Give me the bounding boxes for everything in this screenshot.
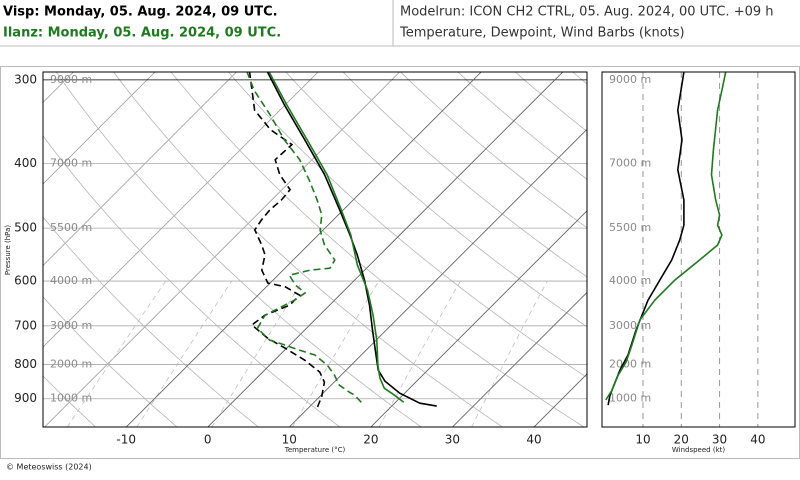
dry-adiabat <box>687 72 800 427</box>
height-label: 9000 m <box>609 73 651 86</box>
dry-adiabat <box>342 72 587 278</box>
dry-adiabat <box>113 72 503 427</box>
height-label: 5500 m <box>609 221 651 234</box>
isotherm <box>207 72 564 427</box>
dry-adiabat <box>228 72 587 378</box>
height-label: 2000 m <box>50 358 92 371</box>
x-tick-label: 20 <box>363 433 378 447</box>
mixing-ratio <box>292 280 380 427</box>
height-label: 5500 m <box>50 221 92 234</box>
profile-line <box>268 72 405 403</box>
dry-adiabat <box>43 296 178 427</box>
height-label: 4000 m <box>609 274 651 287</box>
height-label: 9000 m <box>50 73 92 86</box>
height-label: 4000 m <box>50 274 92 287</box>
isotherm <box>452 291 587 427</box>
isotherm <box>43 72 237 267</box>
dry-adiabat <box>170 72 585 427</box>
y-tick-label: 700 <box>14 318 37 332</box>
x-tick-label: 20 <box>674 433 689 447</box>
x-tick-label: 40 <box>526 433 541 447</box>
description: Temperature, Dewpoint, Wind Barbs (knots… <box>399 26 685 41</box>
x-tick-label: 0 <box>204 433 212 447</box>
y-tick-label: 500 <box>14 221 37 235</box>
dry-adiabat <box>400 72 587 229</box>
x-axis-title: Windspeed (kt) <box>672 446 725 454</box>
dry-adiabat <box>630 72 800 427</box>
dry-adiabat <box>457 72 587 180</box>
dry-adiabat <box>43 375 96 427</box>
x-tick-label: -10 <box>116 433 136 447</box>
mixing-ratio <box>378 280 461 427</box>
dry-adiabat <box>745 72 800 427</box>
height-label: 7000 m <box>609 156 651 169</box>
height-label: 1000 m <box>50 392 92 405</box>
dry-adiabat <box>43 216 259 427</box>
height-label: 7000 m <box>50 156 92 169</box>
y-axis-title: Pressure (hPa) <box>4 225 12 275</box>
station-title: Ilanz: Monday, 05. Aug. 2024, 09 UTC. <box>3 26 281 41</box>
x-tick-label: 30 <box>445 433 460 447</box>
x-tick-label: 40 <box>750 433 765 447</box>
height-label: 3000 m <box>609 319 651 332</box>
dry-adiabat <box>285 72 587 328</box>
mixing-ratio <box>211 280 303 427</box>
dry-adiabat <box>572 72 587 85</box>
mixing-ratio <box>471 280 548 427</box>
dry-adiabat <box>515 72 587 132</box>
model-run: Modelrun: ICON CH2 CTRL, 05. Aug. 2024, … <box>400 5 774 20</box>
height-label: 3000 m <box>50 319 92 332</box>
dry-adiabat <box>55 72 422 427</box>
height-label: 1000 m <box>609 392 651 405</box>
y-tick-label: 400 <box>14 156 37 170</box>
isotherm <box>44 72 400 427</box>
x-tick-label: 10 <box>635 433 650 447</box>
height-label: 2000 m <box>609 358 651 371</box>
y-tick-label: 900 <box>14 391 37 405</box>
isotherm <box>533 373 587 427</box>
footer: © Meteoswiss (2024) <box>6 463 92 472</box>
y-tick-label: 800 <box>14 357 37 371</box>
x-axis-title: Temperature (°C) <box>284 446 346 454</box>
profile-line <box>605 72 727 401</box>
isotherm <box>289 128 587 427</box>
y-tick-label: 600 <box>14 274 37 288</box>
isotherm <box>533 373 587 427</box>
isotherm <box>125 72 482 427</box>
plot-frame <box>601 71 796 428</box>
mixing-ratio <box>136 280 233 427</box>
mixing-ratio <box>66 280 167 427</box>
isotherm <box>43 72 319 348</box>
profile-line <box>266 72 437 407</box>
profile-line <box>246 72 362 403</box>
station-title: Visp: Monday, 05. Aug. 2024, 09 UTC. <box>3 5 278 20</box>
isotherm <box>370 210 587 427</box>
plot-frame <box>42 71 588 428</box>
profile-line <box>607 72 685 406</box>
isotherm <box>43 72 156 185</box>
y-tick-label: 300 <box>14 72 37 86</box>
dry-adiabat <box>43 135 341 427</box>
profile-line <box>248 72 326 408</box>
x-tick-label: 10 <box>282 433 297 447</box>
x-tick-label: 30 <box>712 433 727 447</box>
